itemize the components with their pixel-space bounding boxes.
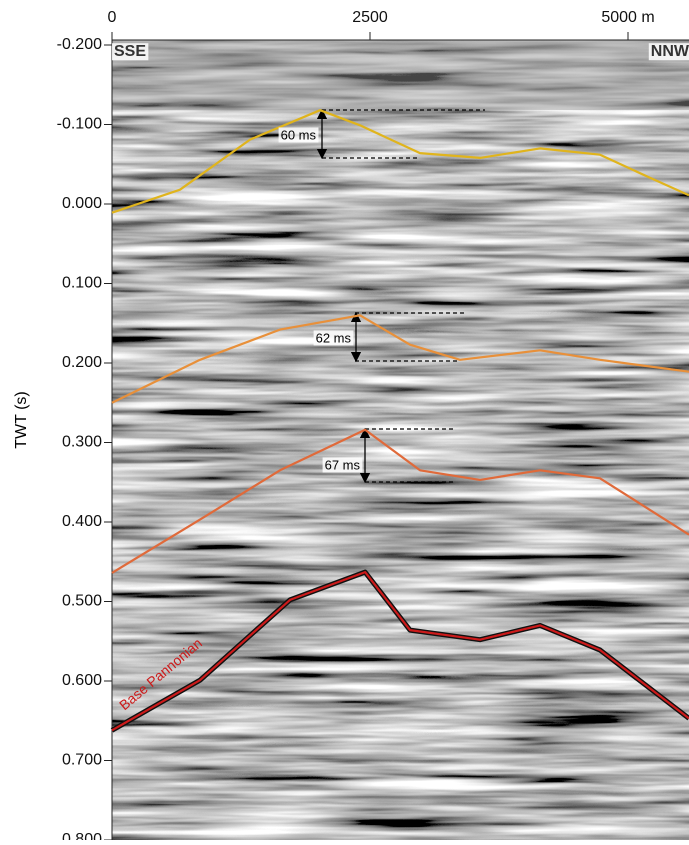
- y-tick-label: -0.200: [57, 36, 102, 53]
- annotation-bg: [112, 43, 149, 61]
- y-tick-label: 0.200: [62, 354, 102, 371]
- annotation: 60 ms: [281, 127, 317, 142]
- y-axis-label: TWT (s): [13, 391, 30, 448]
- y-tick-label: 0.500: [62, 593, 102, 610]
- horizon-line: [111, 109, 689, 214]
- y-tick-label: -0.100: [57, 116, 102, 133]
- measurements: [316, 108, 485, 484]
- y-tick-label: 0.300: [62, 434, 102, 451]
- annotation-bg: [313, 330, 354, 346]
- y-tick-label: 0.600: [62, 672, 102, 689]
- annotation-bg: [648, 43, 689, 61]
- annotation-bg: [322, 457, 363, 473]
- x-tick-label: 0: [108, 9, 117, 26]
- horizon-line: [111, 571, 689, 732]
- annotation-bg: [278, 127, 319, 143]
- horizon-line: [111, 428, 689, 574]
- x-tick-label: 5000 m: [601, 9, 654, 26]
- seismic-texture: [112, 40, 689, 840]
- horizon-line: [111, 314, 689, 404]
- top-fade: [112, 40, 689, 110]
- y-tick-label: 0.700: [62, 752, 102, 769]
- annotation: 62 ms: [316, 330, 352, 345]
- y-tick-label: 0.000: [62, 195, 102, 212]
- y-tick-label: 0.400: [62, 513, 102, 530]
- annotation: 67 ms: [325, 457, 361, 472]
- y-tick-label: 0.100: [62, 275, 102, 292]
- annotation: NNW: [651, 43, 689, 60]
- annotation: SSE: [114, 43, 146, 60]
- x-tick-label: 2500: [352, 9, 388, 26]
- y-tick-label: 0.800: [62, 831, 102, 840]
